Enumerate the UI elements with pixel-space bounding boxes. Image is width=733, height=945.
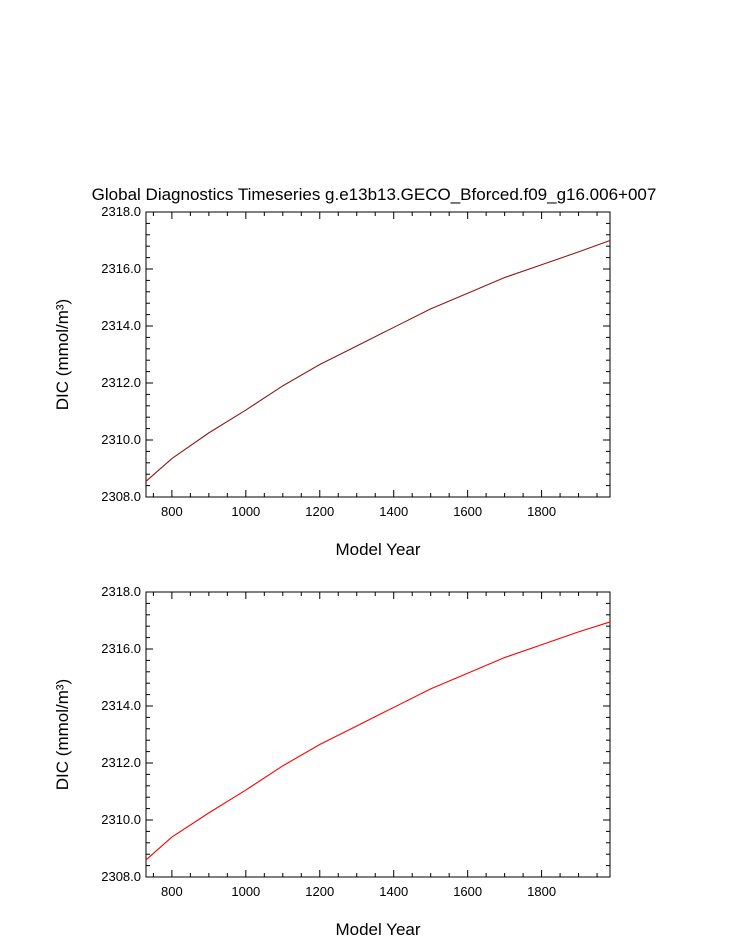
y-axis-label: DIC (mmol/m³) <box>53 299 72 410</box>
panel-bottom: 800 1000 1200 1400 1600 1800 2308.0 2310.0 2312.… <box>53 584 611 939</box>
panel-top: 800 1000 1200 1400 1600 1800 2308.0 2310.0 2312.… <box>53 204 611 559</box>
x-tick-label: 1600 <box>453 504 482 519</box>
x-tick-label: 1200 <box>305 504 334 519</box>
x-tick-label: 1600 <box>453 884 482 899</box>
x-tick-label: 1000 <box>231 504 260 519</box>
y-axis-label: DIC (mmol/m³) <box>53 679 72 790</box>
x-tick-label: 1800 <box>527 884 556 899</box>
x-tick-label: 1800 <box>527 504 556 519</box>
x-axis-label: Model Year <box>335 920 420 939</box>
plot-frame <box>145 211 611 498</box>
series-line <box>145 621 611 861</box>
chart-title: Global Diagnostics Timeseries g.e13b13.G… <box>92 185 657 204</box>
y-tick-label: 2312.0 <box>101 375 141 390</box>
x-tick-label: 1200 <box>305 884 334 899</box>
x-tick-label: 1400 <box>379 884 408 899</box>
y-tick-label: 2310.0 <box>101 812 141 827</box>
y-tick-label: 2316.0 <box>101 261 141 276</box>
y-tick-label: 2308.0 <box>101 869 141 884</box>
x-tick-label: 800 <box>161 884 183 899</box>
plot-frame <box>145 591 611 878</box>
x-tick-label: 1000 <box>231 884 260 899</box>
y-tick-label: 2310.0 <box>101 432 141 447</box>
x-tick-label: 1400 <box>379 504 408 519</box>
y-tick-label: 2318.0 <box>101 584 141 599</box>
y-tick-label: 2318.0 <box>101 204 141 219</box>
y-tick-label: 2314.0 <box>101 318 141 333</box>
y-tick-label: 2316.0 <box>101 641 141 656</box>
y-tick-label: 2308.0 <box>101 489 141 504</box>
y-tick-label: 2314.0 <box>101 698 141 713</box>
y-tick-label: 2312.0 <box>101 755 141 770</box>
x-axis-label: Model Year <box>335 540 420 559</box>
series-line <box>145 239 611 482</box>
x-tick-label: 800 <box>161 504 183 519</box>
